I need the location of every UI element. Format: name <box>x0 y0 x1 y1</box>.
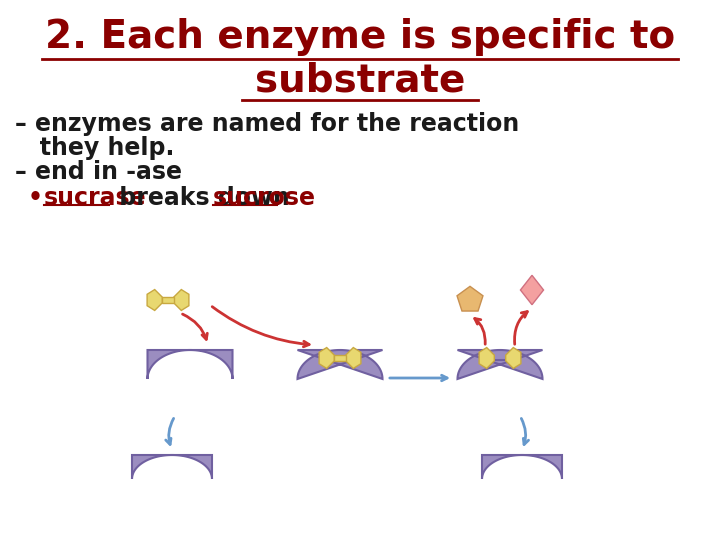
Text: •: • <box>28 186 51 210</box>
Polygon shape <box>148 350 233 379</box>
Polygon shape <box>174 289 189 310</box>
Text: 2. Each enzyme is specific to: 2. Each enzyme is specific to <box>45 18 675 56</box>
Polygon shape <box>482 455 562 479</box>
Polygon shape <box>162 297 174 303</box>
Polygon shape <box>505 348 521 368</box>
Text: sucrase: sucrase <box>44 186 147 210</box>
Text: sucrose: sucrose <box>213 186 316 210</box>
Polygon shape <box>334 355 346 361</box>
Polygon shape <box>346 348 361 368</box>
Polygon shape <box>479 348 495 368</box>
Text: – end in -ase: – end in -ase <box>15 160 182 184</box>
Text: – enzymes are named for the reaction: – enzymes are named for the reaction <box>15 112 519 136</box>
Polygon shape <box>457 350 542 379</box>
Polygon shape <box>147 289 162 310</box>
Polygon shape <box>132 455 212 479</box>
Text: they help.: they help. <box>15 136 174 160</box>
Text: substrate: substrate <box>255 62 465 100</box>
Polygon shape <box>457 286 483 311</box>
Polygon shape <box>319 348 334 368</box>
Text: breaks down: breaks down <box>111 186 298 210</box>
Polygon shape <box>297 350 382 379</box>
Polygon shape <box>521 275 544 305</box>
